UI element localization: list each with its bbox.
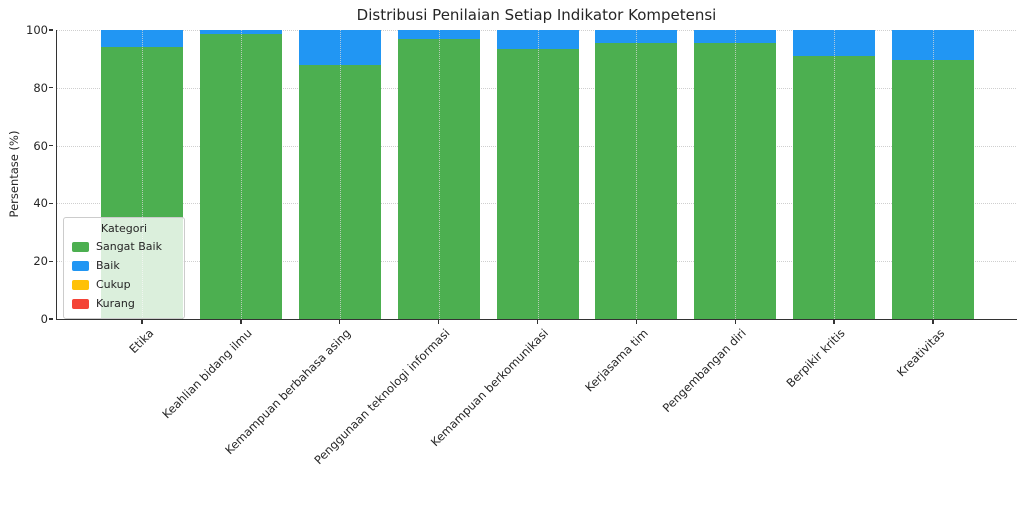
y-tick-mark [49, 29, 53, 31]
y-tick-mark [49, 318, 53, 320]
y-tick-mark [49, 87, 53, 89]
x-tick-mark [734, 320, 736, 324]
x-gridline [537, 30, 539, 319]
x-axis-spine [56, 319, 1017, 320]
x-tick-label: Berpikir kritis [783, 326, 849, 391]
x-gridline [240, 30, 242, 319]
legend-item: Baik [72, 256, 176, 275]
legend-item: Kurang [72, 294, 176, 313]
y-tick-label: 80 [33, 80, 48, 95]
legend-item-label: Sangat Baik [96, 240, 162, 253]
y-tick-label: 0 [40, 312, 48, 326]
chart-title: Distribusi Penilaian Setiap Indikator Ko… [356, 6, 717, 24]
y-tick-mark [49, 260, 53, 262]
legend-title: Kategori [100, 222, 148, 235]
x-tick-label: Pengembangan diri [660, 326, 750, 415]
x-gridline [834, 30, 836, 319]
x-tick-label: Kerjasama tim [581, 326, 651, 395]
legend-swatch-icon [72, 241, 89, 252]
y-axis-spine [56, 30, 57, 319]
x-tick-mark [437, 320, 440, 324]
legend-item: Sangat Baik [72, 237, 176, 256]
x-tick-label: Keahlian bidang ilmu [159, 326, 255, 422]
y-tick-label: 40 [33, 196, 48, 211]
legend-swatch-icon [72, 260, 89, 271]
x-gridline [142, 30, 143, 319]
y-tick-label: 60 [33, 138, 48, 153]
x-gridline [339, 30, 341, 319]
legend-items: Sangat Baik Baik Cukup Kurang [72, 237, 176, 313]
legend: Kategori Sangat Baik Baik Cukup Kurang [63, 217, 185, 319]
x-tick-label: Etika [125, 326, 156, 357]
x-tick-mark [932, 320, 934, 324]
x-gridline [933, 30, 934, 319]
y-tick-mark [49, 202, 53, 205]
x-tick-mark [339, 320, 341, 324]
x-tick-label: Kreativitas [893, 326, 947, 380]
legend-item: Cukup [72, 275, 176, 294]
x-tick-mark [141, 320, 143, 324]
x-gridline [438, 30, 440, 319]
y-tick-label: 100 [26, 23, 48, 37]
x-gridline [636, 30, 638, 319]
legend-swatch-icon [72, 279, 89, 290]
legend-item-label: Cukup [96, 278, 131, 291]
x-tick-label: Kemampuan berkomunikasi [428, 326, 552, 450]
x-tick-mark [635, 320, 638, 324]
x-tick-mark [833, 320, 835, 324]
y-tick-mark [49, 144, 53, 147]
x-tick-mark [536, 320, 539, 324]
legend-item-label: Baik [96, 259, 120, 272]
legend-item-label: Kurang [96, 297, 135, 310]
plot-area: Kategori Sangat Baik Baik Cukup Kurang [56, 30, 1017, 320]
legend-swatch-icon [72, 298, 89, 309]
y-tick-label: 20 [33, 254, 48, 269]
x-gridline [735, 30, 737, 319]
x-tick-mark [240, 320, 242, 324]
